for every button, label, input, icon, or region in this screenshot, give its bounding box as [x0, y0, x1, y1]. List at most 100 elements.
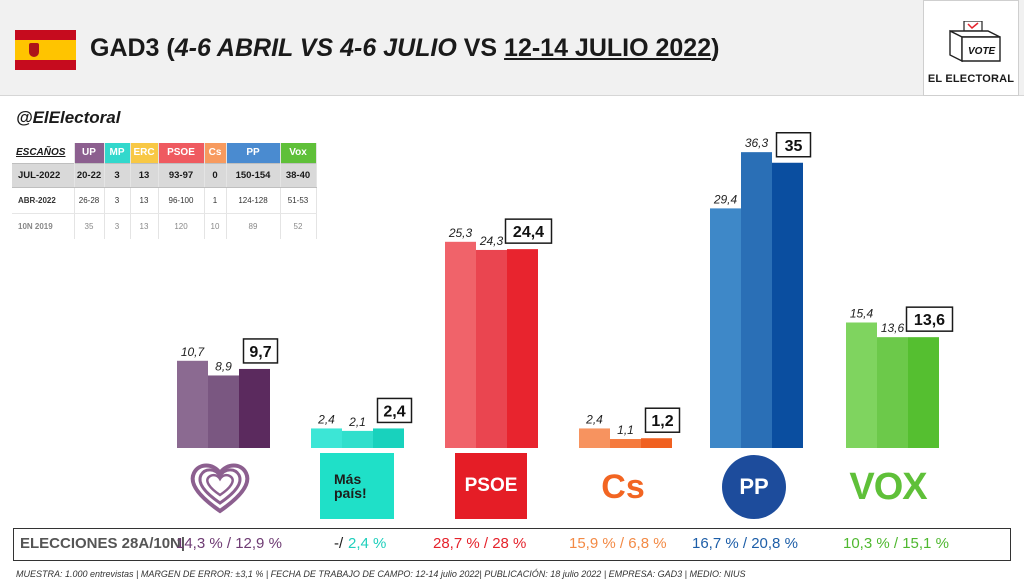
- bar-cs-apr: [579, 428, 610, 448]
- value-label-cs-apr: 2,4: [585, 412, 603, 426]
- seats-cell: 13: [130, 162, 159, 188]
- result-cs: 15,9 % / 6,8 %: [569, 535, 667, 552]
- value-label-vox-apr: 15,4: [850, 306, 874, 320]
- poll-bar-chart: 10,7 8,9 9,7 2,4 2,1 2,4 25,3 24,3 24,4 2,4 1,1 1,2…: [177, 132, 954, 448]
- value-label-up-apr: 10,7: [181, 345, 206, 359]
- value-box-up: [242, 338, 279, 364]
- bar-psoe-apr: [445, 241, 476, 448]
- bar-up-jul-early: [208, 375, 239, 448]
- seats-cell: 0: [204, 162, 227, 188]
- value-label-pp-jul-latest: 35: [785, 138, 803, 155]
- seats-row: ABR-2022 26-28 3 13 96-100 1 124-128 51-…: [12, 187, 317, 214]
- mas-pais-line-2: país!: [334, 485, 367, 501]
- value-label-pp-apr: 29,4: [713, 192, 738, 206]
- mas-pais-logo: Más país!: [320, 453, 394, 519]
- bar-cs-jul-early: [610, 439, 641, 448]
- seats-header-pp: PP: [226, 143, 281, 163]
- psoe-logo: PSOE: [455, 453, 527, 519]
- bar-mp-jul-early: [342, 430, 373, 448]
- ballot-box-icon: VOTE: [949, 21, 1001, 63]
- value-label-up-jul-early: 8,9: [215, 359, 232, 373]
- title-vs-2: VS: [456, 34, 505, 62]
- cs-logo: Cs: [601, 467, 645, 506]
- twitter-handle: @ElElectoral: [16, 108, 121, 127]
- seats-header-psoe: PSOE: [158, 143, 205, 163]
- seats-cell: 150-154: [226, 162, 281, 188]
- value-box-vox: [905, 306, 954, 332]
- seats-cell: 3: [104, 213, 131, 239]
- seats-cell: 3: [104, 187, 131, 214]
- value-label-mp-jul-latest: 2,4: [383, 403, 405, 420]
- header-bar: GAD3 (4-6 ABRIL VS 4-6 JULIO VS 12-14 JU…: [0, 0, 1024, 96]
- result-up: 14,3 % / 12,9 %: [176, 535, 282, 552]
- value-label-up-jul-latest: 9,7: [249, 344, 271, 361]
- title-period-3: 12-14 JULIO 2022: [504, 34, 712, 62]
- seats-cell: 52: [280, 213, 317, 239]
- pp-logo: PP: [722, 455, 786, 519]
- methodology-footer: MUESTRA: 1.000 entrevistas | MARGEN DE E…: [16, 569, 746, 579]
- seats-header-erc: ERC: [130, 143, 159, 163]
- party-logos: Más país! PSOE Cs PP VOX: [0, 453, 1024, 521]
- bar-cs-jul-latest: [641, 438, 672, 448]
- bar-vox-apr: [846, 322, 877, 448]
- mas-pais-line-1: Más: [334, 471, 362, 487]
- title-pollster: GAD3: [90, 34, 160, 62]
- value-box-pp: [775, 132, 812, 158]
- seats-header-vox: Vox: [280, 143, 317, 163]
- value-label-vox-jul-latest: 13,6: [914, 312, 945, 329]
- results-label: ELECCIONES 28A/10N|: [20, 535, 186, 552]
- seats-cell: 26-28: [74, 187, 105, 214]
- ballot-vote-text: VOTE: [968, 46, 996, 57]
- bar-mp-jul-latest: [373, 428, 404, 448]
- seats-header-mp: MP: [104, 143, 131, 163]
- seats-cell: 93-97: [158, 162, 205, 188]
- value-label-mp-jul-early: 2,1: [348, 415, 366, 429]
- result-pp: 16,7 % / 20,8 %: [692, 535, 798, 552]
- value-label-psoe-jul-latest: 24,4: [513, 224, 544, 241]
- seats-cell: 38-40: [280, 162, 317, 188]
- value-box-psoe: [504, 218, 553, 244]
- bar-pp-jul-latest: [772, 162, 803, 448]
- seats-cell: 13: [130, 187, 159, 214]
- value-label-mp-apr: 2,4: [317, 412, 335, 426]
- value-label-psoe-apr: 25,3: [448, 226, 473, 240]
- spain-flag-icon: [15, 30, 76, 70]
- value-label-cs-jul-early: 1,1: [617, 423, 634, 437]
- seats-cell: 124-128: [226, 187, 281, 214]
- title-period-1: 4-6 ABRIL: [174, 34, 293, 62]
- seats-cell: 20-22: [74, 162, 105, 188]
- seats-row: JUL-2022 20-22 3 13 93-97 0 150-154 38-4…: [12, 162, 317, 188]
- bar-up-jul-latest: [239, 368, 270, 448]
- seats-cell: 1: [204, 187, 227, 214]
- seats-cell: 3: [104, 162, 131, 188]
- bar-psoe-jul-latest: [507, 249, 538, 448]
- previous-elections-bar: ELECCIONES 28A/10N| 14,3 % / 12,9 % -/ 2…: [13, 528, 1011, 561]
- value-label-cs-jul-latest: 1,2: [651, 413, 673, 430]
- value-box-mp: [376, 397, 413, 424]
- value-label-vox-jul-early: 13,6: [881, 321, 905, 335]
- seats-cell: 96-100: [158, 187, 205, 214]
- seats-cell: 13: [130, 213, 159, 239]
- seats-header-cs: Cs: [204, 143, 227, 163]
- title-period-2: 4-6 JULIO: [340, 34, 457, 62]
- value-label-pp-jul-early: 36,3: [745, 136, 769, 150]
- seats-row-label: ABR-2022: [12, 187, 75, 214]
- seats-cell: 35: [74, 213, 105, 239]
- page-title: GAD3 (4-6 ABRIL VS 4-6 JULIO VS 12-14 JU…: [90, 34, 719, 63]
- bar-vox-jul-early: [877, 337, 908, 448]
- result-vox: 10,3 % / 15,1 %: [843, 535, 949, 552]
- bar-pp-jul-early: [741, 152, 772, 448]
- seats-row: 10N 2019 35 3 13 120 10 89 52: [12, 213, 317, 239]
- result-psoe: 28,7 % / 28 %: [433, 535, 527, 552]
- bar-pp-apr: [710, 208, 741, 448]
- seats-row-label: JUL-2022: [12, 162, 75, 188]
- el-electoral-logo: VOTE EL ELECTORAL: [923, 0, 1019, 96]
- seats-cell: 51-53: [280, 187, 317, 214]
- seats-header-up: UP: [74, 143, 105, 163]
- seats-cell: 10: [204, 213, 227, 239]
- bar-psoe-jul-early: [476, 249, 507, 448]
- value-box-cs: [644, 407, 681, 433]
- up-heart-logo-icon: [184, 453, 256, 521]
- seats-table-label: ESCAÑOS: [12, 143, 75, 163]
- result-mp-prefix: -/: [334, 535, 344, 552]
